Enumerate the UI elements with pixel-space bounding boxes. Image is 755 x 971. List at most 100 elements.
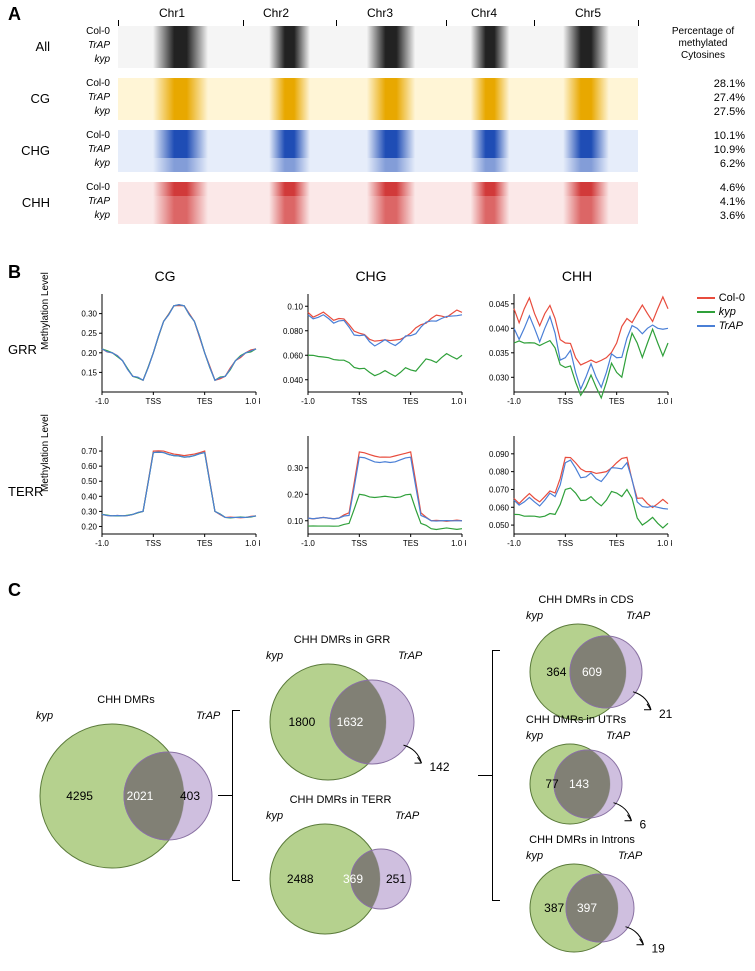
svg-text:251: 251 <box>386 872 406 886</box>
svg-text:0.50: 0.50 <box>81 477 97 486</box>
svg-text:0.60: 0.60 <box>81 462 97 471</box>
heatmap-chr-block <box>118 210 243 224</box>
svg-text:387: 387 <box>544 901 564 915</box>
heatmap-row <box>118 130 696 144</box>
heatmap-chr-block <box>534 92 638 106</box>
venn-kyp-label: kyp <box>36 710 53 722</box>
line-chart: 0.0300.0350.0400.045-1.0TSSTES1.0 kb <box>482 290 672 410</box>
chr-label: Chr1 <box>159 6 185 20</box>
venn-title: CHH DMRs <box>20 694 232 706</box>
sample-label: kyp <box>56 106 110 117</box>
heatmap-chr-block <box>243 130 337 144</box>
svg-text:0.090: 0.090 <box>489 450 510 459</box>
heatmap-chr-block <box>534 182 638 196</box>
svg-text:0.060: 0.060 <box>489 503 510 512</box>
svg-text:0.045: 0.045 <box>489 300 510 309</box>
sample-label: TrAP <box>56 196 110 207</box>
heatmap-chr-block <box>336 54 445 68</box>
heatmap-chr-block <box>118 106 243 120</box>
sample-label: TrAP <box>56 144 110 155</box>
heatmap-chr-block <box>336 144 445 158</box>
svg-text:0.70: 0.70 <box>81 447 97 456</box>
heatmap-chr-block <box>336 158 445 172</box>
heatmap-chr-block <box>336 26 445 40</box>
line-chart: 0.0500.0600.0700.0800.090-1.0TSSTES1.0 k… <box>482 432 672 552</box>
svg-text:142: 142 <box>430 760 450 774</box>
svg-text:0.30: 0.30 <box>287 464 303 473</box>
svg-text:TSS: TSS <box>352 539 368 548</box>
heatmap-chr-block <box>118 182 243 196</box>
svg-text:0.20: 0.20 <box>287 490 303 499</box>
heatmap-chr-block <box>118 26 243 40</box>
venn-title: CHH DMRs in Introns <box>510 834 654 846</box>
context-label: CHG <box>0 143 50 158</box>
heatmap-row <box>118 40 696 54</box>
panel-b: B CGCHGCHHGRRMethylation Level0.150.200.… <box>0 262 755 562</box>
svg-text:TSS: TSS <box>146 397 162 406</box>
heatmap-chr-block <box>534 196 638 210</box>
svg-text:143: 143 <box>569 777 589 791</box>
heatmap-chr-block <box>336 182 445 196</box>
svg-text:6: 6 <box>640 818 647 832</box>
chr-label: Chr4 <box>471 6 497 20</box>
svg-text:364: 364 <box>546 665 566 679</box>
pct-value: 3.6% <box>720 210 745 222</box>
venn-trap-label: TrAP <box>196 710 220 722</box>
pct-value: 27.4% <box>714 92 745 104</box>
row-label: TERR <box>8 484 43 499</box>
heatmap-chr-block <box>534 78 638 92</box>
heatmap-chr-block <box>534 26 638 40</box>
venn-diagram: CHH DMRs in IntronskypTrAP38739719 <box>510 850 654 968</box>
panel-b-legend: Col-0kypTrAP <box>697 292 745 334</box>
svg-text:TSS: TSS <box>558 539 574 548</box>
context-header: CG <box>70 268 260 284</box>
svg-text:TES: TES <box>403 539 419 548</box>
svg-text:1.0 kb: 1.0 kb <box>657 539 672 548</box>
heatmap-chr-block <box>534 130 638 144</box>
svg-text:1.0 kb: 1.0 kb <box>245 539 260 548</box>
heatmap-chr-block <box>243 158 337 172</box>
svg-text:0.20: 0.20 <box>81 522 97 531</box>
svg-text:1.0 kb: 1.0 kb <box>657 397 672 406</box>
svg-text:TSS: TSS <box>146 539 162 548</box>
heatmap-chr-block <box>118 196 243 210</box>
svg-text:TES: TES <box>197 397 213 406</box>
svg-text:TSS: TSS <box>352 397 368 406</box>
y-axis-title: Methylation Level <box>40 272 51 350</box>
heatmap-chr-block <box>243 144 337 158</box>
panel-c: C CHH DMRskypTrAP42952021403CHH DMRs in … <box>0 580 755 950</box>
heatmap-chr-block <box>446 130 534 144</box>
heatmap-row <box>118 106 696 120</box>
heatmap-row <box>118 210 696 224</box>
heatmap-chr-block <box>534 144 638 158</box>
heatmap-chr-block <box>446 182 534 196</box>
svg-text:TES: TES <box>609 539 625 548</box>
legend-item: kyp <box>697 306 745 318</box>
svg-text:1.0 kb: 1.0 kb <box>451 539 466 548</box>
heatmap-chr-block <box>243 106 337 120</box>
line-chart: 0.150.200.250.30-1.0TSSTES1.0 kb <box>70 290 260 410</box>
heatmap-chr-block <box>534 106 638 120</box>
sample-label: Col-0 <box>56 182 110 193</box>
panel-a-label: A <box>8 4 21 25</box>
svg-text:0.040: 0.040 <box>489 324 510 333</box>
pct-value: 27.5% <box>714 106 745 118</box>
venn-kyp-label: kyp <box>526 730 543 742</box>
heatmap-row <box>118 158 696 172</box>
heatmap-chr-block <box>243 210 337 224</box>
heatmap-chr-block <box>243 182 337 196</box>
svg-text:0.30: 0.30 <box>81 310 97 319</box>
venn-kyp-label: kyp <box>526 610 543 622</box>
heatmap-chr-block <box>336 210 445 224</box>
sample-label: Col-0 <box>56 26 110 37</box>
pct-value: 6.2% <box>720 158 745 170</box>
venn-trap-label: TrAP <box>398 650 422 662</box>
svg-text:1.0 kb: 1.0 kb <box>245 397 260 406</box>
chr-label: Chr5 <box>575 6 601 20</box>
heatmap-row <box>118 26 696 40</box>
venn-title: CHH DMRs in CDS <box>510 594 662 606</box>
pct-value: 4.6% <box>720 182 745 194</box>
heatmap-chr-block <box>336 92 445 106</box>
context-label: All <box>0 39 50 54</box>
heatmap-chr-block <box>118 158 243 172</box>
